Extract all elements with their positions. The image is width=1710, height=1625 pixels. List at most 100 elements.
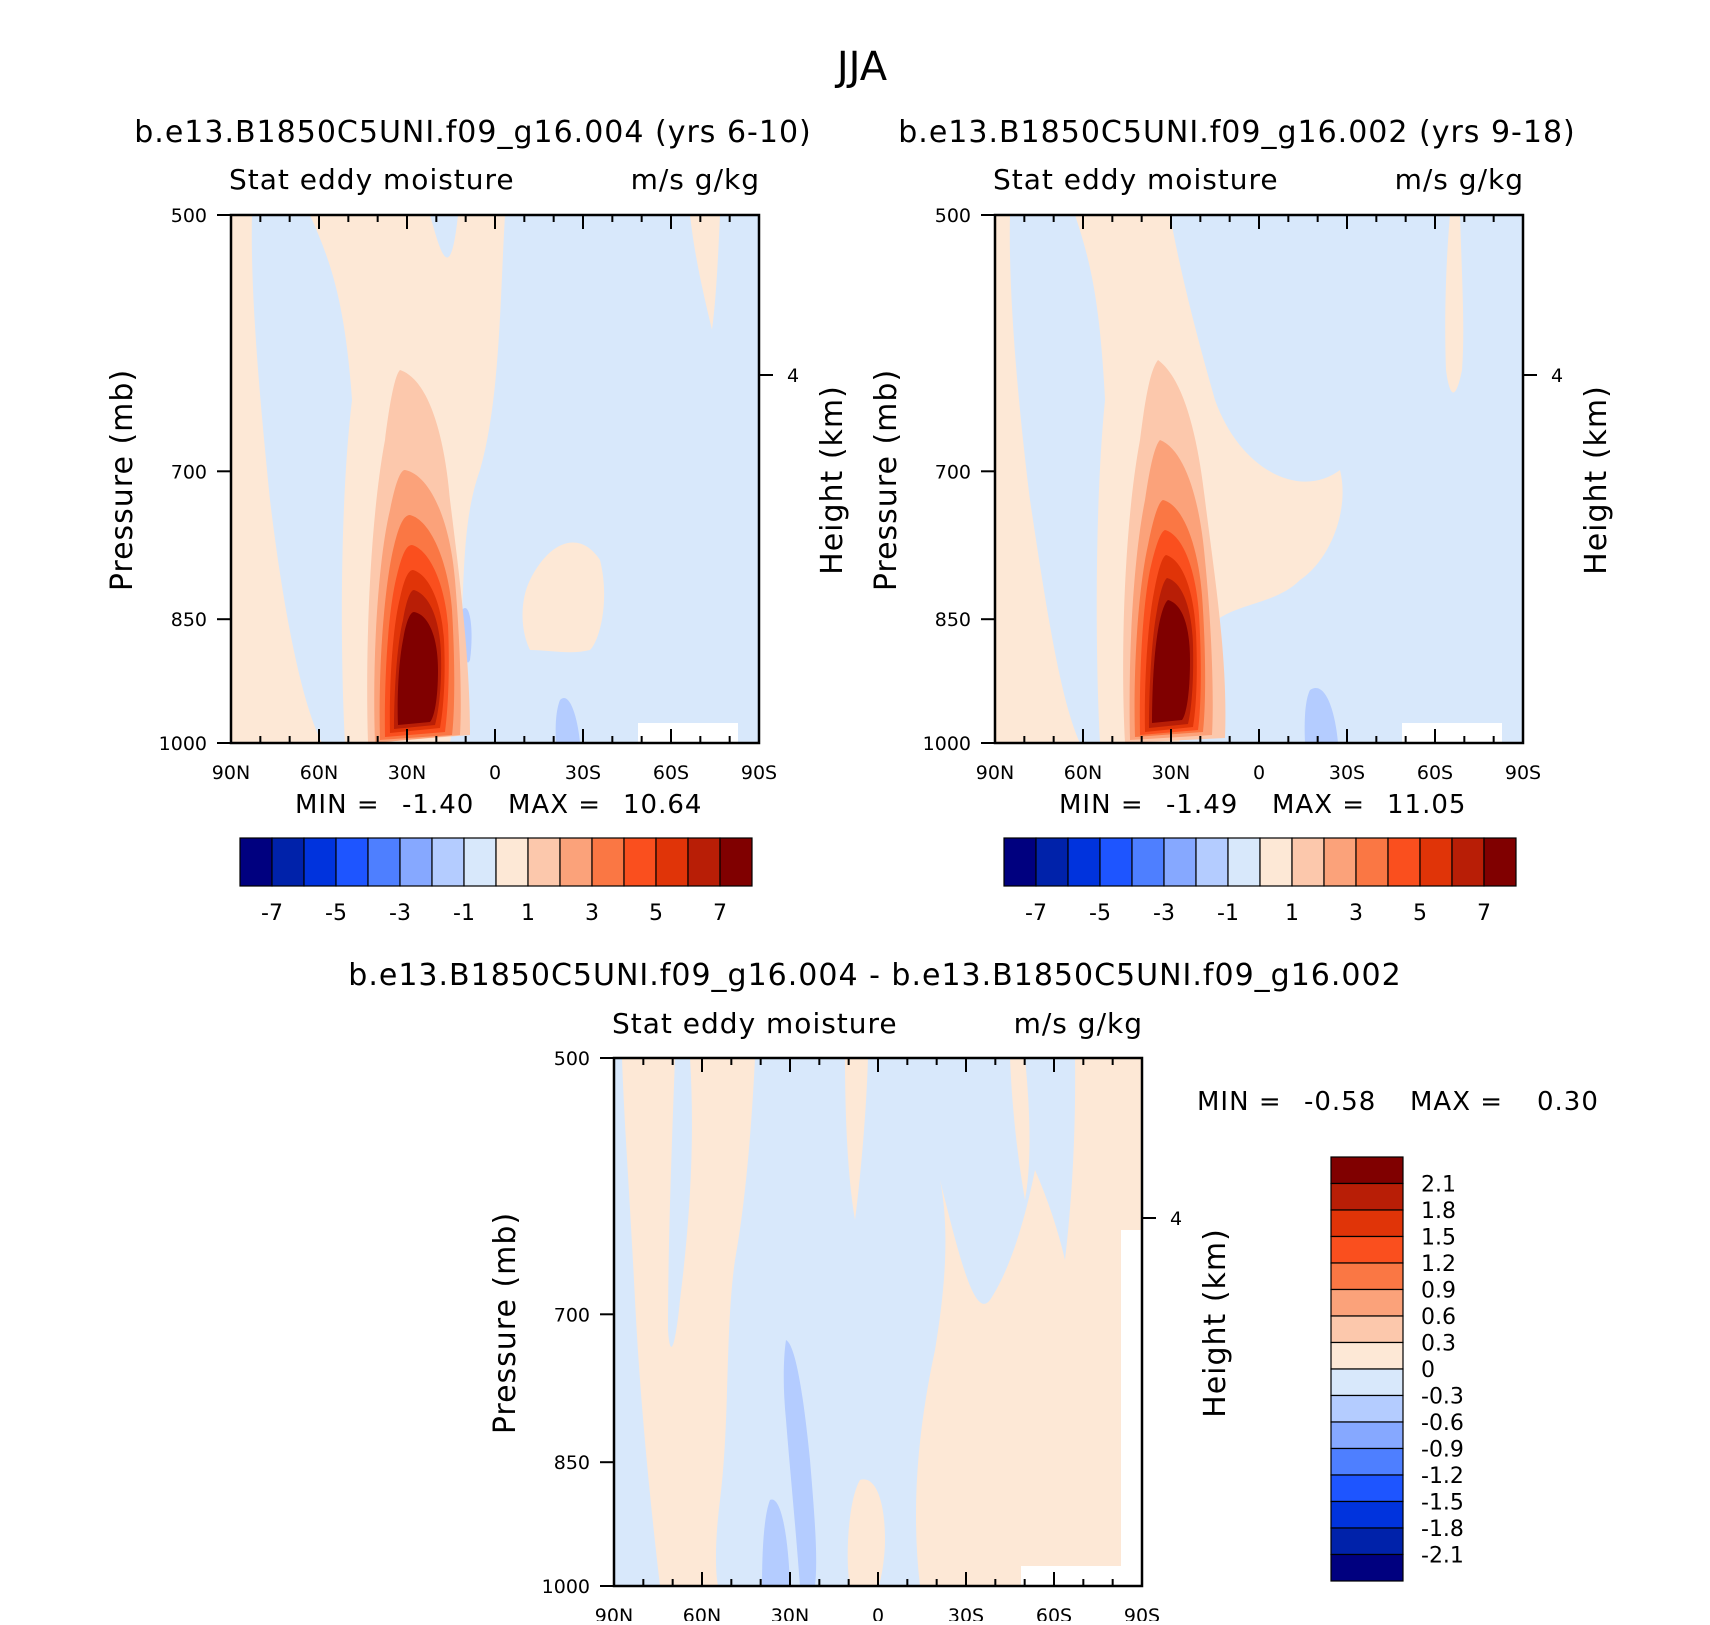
panel-1-colorbar-box <box>623 837 657 887</box>
panel-2-colorbar-label: 5 <box>1413 901 1427 926</box>
panel-2-colorbar-box <box>1291 837 1325 887</box>
panel-3-colorbar-label: -0.3 <box>1421 1385 1464 1410</box>
panel-3-colorbar-box <box>1330 1474 1404 1503</box>
panel-3-y-tick-label: 850 <box>554 1452 590 1474</box>
panel-2-x-tick-label: 90S <box>1505 762 1541 784</box>
panel-3-contour-neg-2 <box>762 1499 790 1586</box>
panel-1-y-tick-label: 850 <box>171 609 207 631</box>
panel-3-contour-neg-1 <box>783 1340 817 1586</box>
panel-2-y-tick-label: 1000 <box>923 733 971 755</box>
panel-1-x-tick-label: 30N <box>388 762 426 784</box>
panel-3-colorbar-box <box>1330 1288 1404 1317</box>
panel-2-colorbar-box <box>1195 837 1229 887</box>
panel-3-minmax: MIN = -0.58 MAX = 0.30 <box>1197 1087 1599 1117</box>
panel-1-x-tick-label: 60N <box>300 762 338 784</box>
panel-2-minmax: MIN = -1.49 MAX = 11.05 <box>1059 790 1465 820</box>
panel-3-colorbar-label: -1.2 <box>1421 1464 1464 1489</box>
panel-3-colorbar-label: 0 <box>1421 1358 1435 1383</box>
panel-1-ylabel-right: Height (km) <box>815 385 850 575</box>
panel-2-colorbar-label: -7 <box>1025 901 1047 926</box>
panel-3-x-tick-label: 60N <box>683 1605 721 1621</box>
panel-1-colorbar-box <box>463 837 497 887</box>
panel-1-ylabel: Pressure (mb) <box>105 369 140 591</box>
panel-2-colorbar-box <box>1067 837 1101 887</box>
panel-3-contour-pos-mid <box>845 1058 868 1220</box>
panel-3-max-value: 0.30 <box>1537 1087 1599 1117</box>
panel-3-ylabel: Pressure (mb) <box>488 1212 523 1434</box>
panel-2-colorbar-label: -1 <box>1217 901 1239 926</box>
panel-2-colorbar-box <box>1227 837 1261 887</box>
panel-2-colorbar-label: 3 <box>1349 901 1363 926</box>
panel-2-colorbar-box <box>1483 837 1517 887</box>
panel-1-y-right-tick: 4 <box>787 365 799 387</box>
panel-2-min-value: -1.49 <box>1166 790 1238 820</box>
panel-1-plot-area <box>231 215 759 743</box>
panel-2-y-right-tick: 4 <box>1551 365 1563 387</box>
panel-2-colorbar-box <box>1259 837 1293 887</box>
panel-1-contour-peak <box>397 612 438 725</box>
panel-2-left-header: Stat eddy moisture <box>993 163 1279 196</box>
panel-3-y-right-axis: 4 <box>1142 1208 1182 1230</box>
panel-1-title: b.e13.B1850C5UNI.f09_g16.004 (yrs 6-10) <box>134 115 812 150</box>
panel-3-contour-pos-east2 <box>1010 1058 1030 1200</box>
panel-3-title: b.e13.B1850C5UNI.f09_g16.004 - b.e13.B18… <box>348 958 1401 993</box>
panel-1-colorbar-box <box>367 837 401 887</box>
panel-1-min-value: -1.40 <box>402 790 474 820</box>
panel-2-colorbar-box <box>1163 837 1197 887</box>
panel-3-plot-area <box>614 1058 1142 1586</box>
panel-3-colorbar-label: -0.9 <box>1421 1438 1464 1463</box>
panel-3-x-tick-label: 90N <box>595 1605 633 1621</box>
panel-3-colorbar-label: -0.6 <box>1421 1411 1464 1436</box>
panel-2-colorbar-box <box>1355 837 1389 887</box>
panel-3-missing-data <box>1021 1566 1121 1586</box>
panel-3-colorbar-label: 1.5 <box>1421 1226 1456 1251</box>
panel-3-x-tick-label: 30S <box>948 1605 984 1621</box>
panel-1-minmax: MIN = -1.40 MAX = 10.64 <box>295 790 701 820</box>
panel-2-right-header: m/s g/kg <box>1395 163 1524 196</box>
panel-3-min-value: -0.58 <box>1304 1087 1376 1117</box>
panel-3-colorbar-box <box>1330 1553 1404 1582</box>
panel-3-colorbar: 2.11.81.51.20.90.60.30-0.3-0.6-0.9-1.2-1… <box>1330 1156 1464 1582</box>
panel-3-colorbar-box <box>1330 1447 1404 1476</box>
panel-1-colorbar-box <box>303 837 337 887</box>
panel-2: b.e13.B1850C5UNI.f09_g16.002 (yrs 9-18) … <box>869 115 1614 926</box>
panel-3-min-label: MIN = <box>1197 1087 1282 1117</box>
panel-3-colorbar-box <box>1330 1527 1404 1556</box>
panel-1: b.e13.B1850C5UNI.f09_g16.004 (yrs 6-10) … <box>105 115 850 926</box>
panel-2-y-right-axis: 4 <box>1523 365 1563 387</box>
panel-3-colorbar-label: -1.8 <box>1421 1517 1464 1542</box>
panel-2-colorbar-box <box>1131 837 1165 887</box>
panel-3-colorbar-label: 0.9 <box>1421 1279 1456 1304</box>
panel-2-min-label: MIN = <box>1059 790 1144 820</box>
panel-1-y-tick-label: 1000 <box>159 733 207 755</box>
panel-3-x-tick-label: 30N <box>771 1605 809 1621</box>
panel-2-colorbar: -7 -5 -3 -1 1 3 5 7 <box>1003 837 1517 926</box>
panel-2-colorbar-box <box>1387 837 1421 887</box>
panel-1-colorbar-label: -7 <box>261 901 283 926</box>
panel-1-colorbar: -7 -5 -3 -1 1 3 5 7 <box>239 837 753 926</box>
panel-3-x-tick-label: 0 <box>872 1605 884 1621</box>
panel-1-min-label: MIN = <box>295 790 380 820</box>
panel-3-colorbar-label: 1.2 <box>1421 1252 1456 1277</box>
panel-3-x-tick-label: 60S <box>1036 1605 1072 1621</box>
panel-1-colorbar-box <box>687 837 721 887</box>
panel-3-colorbar-box <box>1330 1500 1404 1529</box>
panel-1-colorbar-box <box>495 837 529 887</box>
panel-1-y-tick-label: 700 <box>171 461 207 483</box>
panel-3-colorbar-label: 0.6 <box>1421 1305 1456 1330</box>
panel-1-colorbar-label: -3 <box>389 901 411 926</box>
panel-1-colorbar-box <box>655 837 689 887</box>
panel-1-max-label: MAX = <box>508 790 601 820</box>
panel-3-y-tick-label: 700 <box>554 1304 590 1326</box>
panel-3-colorbar-box <box>1330 1394 1404 1423</box>
panel-2-x-tick-label: 60N <box>1064 762 1102 784</box>
panel-1-colorbar-box <box>431 837 465 887</box>
panel-1-colorbar-label: 3 <box>585 901 599 926</box>
panel-2-colorbar-label: -5 <box>1089 901 1111 926</box>
figure-title: JJA <box>834 44 888 90</box>
panel-3: b.e13.B1850C5UNI.f09_g16.004 - b.e13.B18… <box>348 958 1599 1625</box>
panel-3-colorbar-box <box>1330 1235 1404 1264</box>
panel-3-contour-pos-lowmid <box>847 1479 885 1586</box>
panel-2-colorbar-box <box>1419 837 1453 887</box>
